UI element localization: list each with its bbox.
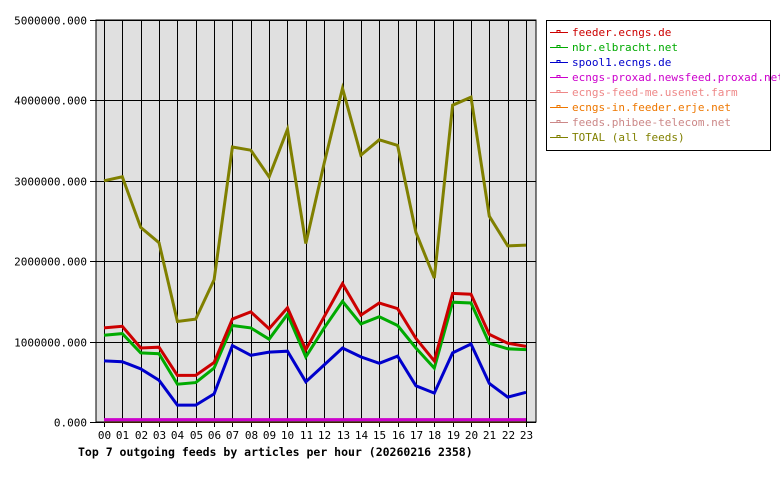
y-tick-label: 2000000.000	[14, 256, 87, 269]
y-tick-label: 1000000.000	[14, 337, 87, 350]
x-tick-label: 08	[245, 429, 258, 442]
y-tick-label: 4000000.000	[14, 95, 87, 108]
x-tick-label: 00	[98, 429, 111, 442]
legend-marker-icon	[556, 135, 561, 138]
x-tick-label: 23	[520, 429, 533, 442]
x-tick-label: 22	[502, 429, 515, 442]
x-tick-label: 02	[135, 429, 148, 442]
legend-item: ecngs-in.feeder.erje.net	[550, 101, 731, 114]
x-tick-label: 09	[263, 429, 276, 442]
legend-marker-icon	[556, 120, 561, 123]
plot-border	[95, 19, 537, 423]
legend-item: spool1.ecngs.de	[550, 56, 671, 69]
x-tick-label: 16	[392, 429, 405, 442]
y-tick-label: 0.000	[54, 417, 87, 430]
legend-label: feeds.phibee-telecom.net	[572, 116, 731, 129]
legend-item: ecngs-feed-me.usenet.farm	[550, 86, 738, 99]
legend-label: spool1.ecngs.de	[572, 56, 671, 69]
x-tick-label: 13	[337, 429, 350, 442]
legend-label: ecngs-feed-me.usenet.farm	[572, 86, 738, 99]
x-tick-label: 10	[281, 429, 294, 442]
chart-title: Top 7 outgoing feeds by articles per hou…	[78, 445, 473, 459]
plot-area	[96, 20, 536, 422]
x-tick-label: 05	[190, 429, 203, 442]
y-tick-label: 5000000.000	[14, 15, 87, 28]
legend-label: feeder.ecngs.de	[572, 26, 671, 39]
x-tick-label: 07	[226, 429, 239, 442]
legend-item: TOTAL (all feeds)	[550, 131, 685, 144]
y-axis: 0.000 1000000.000 2000000.000 3000000.000 40…	[14, 15, 96, 430]
x-tick-label: 20	[465, 429, 478, 442]
series-lines	[103, 82, 527, 423]
x-tick-label: 04	[171, 429, 185, 442]
legend-label: ecngs-proxad.newsfeed.proxad.net	[572, 71, 780, 84]
x-tick-label: 06	[208, 429, 221, 442]
legend: feeder.ecngs.de nbr.elbracht.net spool1.ec…	[546, 20, 780, 151]
legend-label: ecngs-in.feeder.erje.net	[572, 101, 731, 114]
y-tick-label: 3000000.000	[14, 176, 87, 189]
x-tick-label: 12	[318, 429, 331, 442]
x-tick-label: 11	[300, 429, 313, 442]
series-line-spool1-ecngs-de	[103, 341, 527, 407]
legend-item: nbr.elbracht.net	[550, 41, 678, 54]
x-tick-label: 18	[428, 429, 441, 442]
series-line-feeder-ecngs-de	[103, 280, 527, 377]
x-tick-label: 03	[153, 429, 166, 442]
x-tick-label: 15	[373, 429, 386, 442]
series-line-total-all-feeds-	[103, 82, 527, 324]
legend-item: feeder.ecngs.de	[550, 26, 671, 39]
legend-marker-icon	[556, 45, 561, 48]
x-tick-label: 01	[116, 429, 129, 442]
legend-item: ecngs-proxad.newsfeed.proxad.net	[550, 71, 780, 84]
x-axis: 00 01 02 03 04 05 06 07 08 09 10 11 12 13 14 15 16 17 18 19…	[98, 422, 533, 442]
legend-marker-icon	[556, 90, 561, 93]
x-tick-label: 21	[483, 429, 496, 442]
legend-marker-icon	[556, 60, 561, 63]
legend-label: nbr.elbracht.net	[572, 41, 678, 54]
legend-marker-icon	[556, 30, 561, 33]
x-tick-label: 17	[410, 429, 423, 442]
legend-marker-icon	[556, 105, 561, 108]
legend-item: feeds.phibee-telecom.net	[550, 116, 731, 129]
legend-marker-icon	[556, 75, 561, 78]
series-line-nbr-elbracht-net	[103, 298, 527, 386]
x-tick-label: 19	[447, 429, 460, 442]
legend-label: TOTAL (all feeds)	[572, 131, 685, 144]
x-tick-label: 14	[355, 429, 369, 442]
legend-box	[546, 20, 771, 151]
